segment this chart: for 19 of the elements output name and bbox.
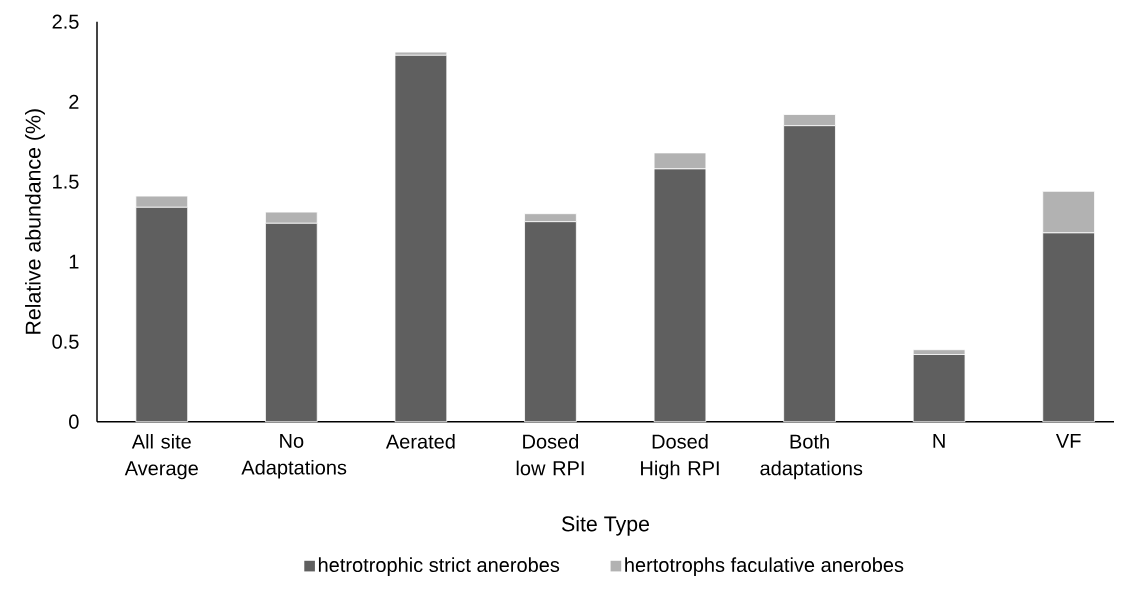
legend-label: hertotrophs faculative anerobes xyxy=(625,557,904,576)
x-tick-label: Dosed High RPI xyxy=(641,433,719,480)
x-tick-label: All site Average xyxy=(124,433,198,480)
y-tick-label: 2 xyxy=(69,94,79,109)
y-tick-label: 1.5 xyxy=(53,174,79,189)
x-axis-title: Site Type xyxy=(562,515,650,536)
y-tick-label: 0 xyxy=(69,414,79,429)
bar xyxy=(394,54,448,423)
x-tick-label: Dosed low RPI xyxy=(516,433,584,476)
x-tick-label: N xyxy=(933,433,945,448)
y-tick-label: 2.5 xyxy=(52,14,79,29)
x-tick-label: VF xyxy=(1055,433,1081,448)
legend-label: hetrotrophic strict anerobes xyxy=(318,557,560,576)
x-tick-label: Both adaptations xyxy=(760,433,863,480)
y-axis-title: Relative abundance (%) xyxy=(25,109,45,334)
x-tick-label: Aerated xyxy=(385,433,455,449)
x-tick-label: No Adaptations xyxy=(241,433,347,479)
y-tick-label: 0.5 xyxy=(52,334,79,349)
y-tick-label: 1 xyxy=(69,254,79,269)
